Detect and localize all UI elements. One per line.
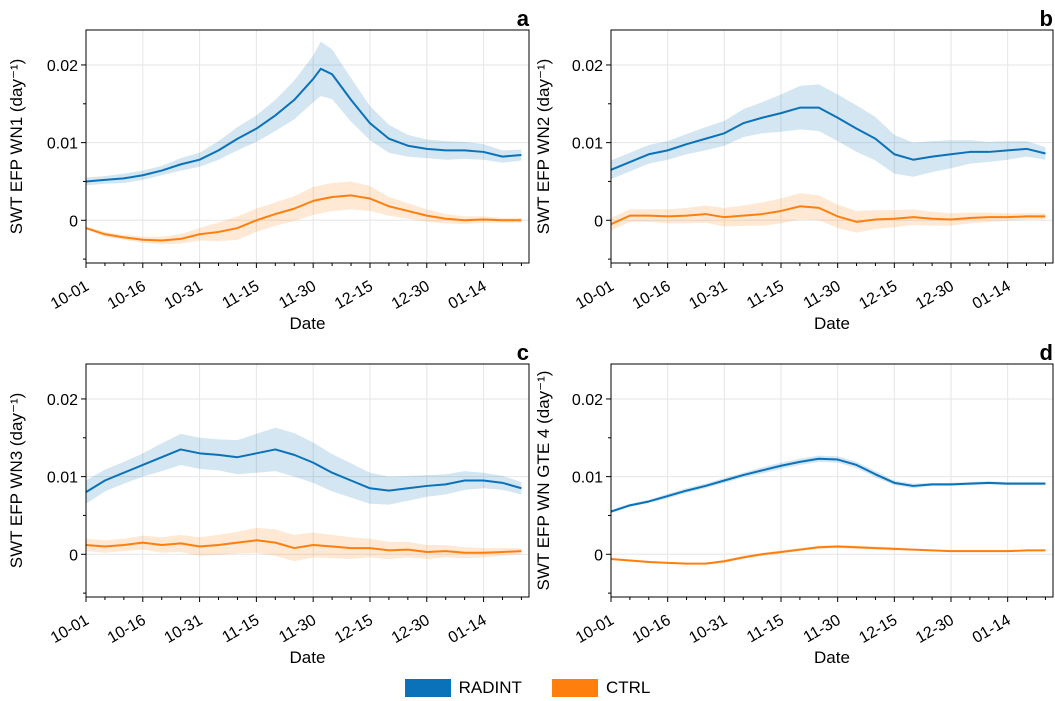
- x-tick-label: 01-14: [970, 612, 1014, 647]
- x-tick-label: 11-15: [219, 612, 262, 647]
- x-axis-label: Date: [290, 648, 326, 667]
- line-radint-b: [610, 106, 1046, 171]
- y-tick-label: 0.02: [572, 58, 603, 75]
- panel-c: 0 0.01 0.02 10-01 10-16 10-31 11-15 11-30 12-15 1…: [7, 340, 530, 667]
- y-tick-label: 0.02: [47, 58, 78, 75]
- panel-d: 0 0.01 0.02 10-01 10-16 10-31 11-15 11-30 12-15 1…: [534, 340, 1054, 667]
- panel-b: 0 0.01 0.02 10-01 10-16 10-31 11-15 11-30 12-15 1…: [534, 6, 1054, 333]
- x-tick-label: 11-30: [276, 278, 319, 313]
- x-tick-label: 11-15: [744, 278, 787, 313]
- legend-item-ctrl: CTRL: [551, 678, 651, 698]
- line-ctrl-c: [85, 539, 522, 554]
- x-tick-label: 10-16: [630, 612, 674, 647]
- legend-item-radint: RADINT: [404, 678, 522, 698]
- panel-letter-b: b: [1040, 6, 1053, 31]
- legend-swatch-ctrl: [551, 679, 598, 697]
- x-tick-label: 10-31: [162, 278, 206, 313]
- legend: RADINT CTRL: [0, 676, 1055, 700]
- x-tick-label: 10-01: [573, 278, 617, 313]
- x-tick-label: 10-31: [162, 612, 206, 647]
- x-tick-label: 10-31: [686, 612, 730, 647]
- y-tick-label: 0.01: [47, 470, 78, 487]
- band-radint-d: [611, 455, 1046, 514]
- band-radint-a: [86, 41, 522, 186]
- band-radint-c: [86, 427, 522, 505]
- figure: 0 0.01 0.02 10-01 10-16 10-31 11-15 11-30 12-15 1…: [7, 6, 1054, 667]
- x-tick-label: 12-30: [913, 612, 957, 647]
- line-radint-d: [610, 457, 1046, 513]
- band-ctrl-a: [86, 181, 522, 245]
- x-tick-label: 10-16: [105, 612, 149, 647]
- y-tick-label: 0: [69, 547, 78, 564]
- x-tick-label: 10-16: [105, 278, 149, 313]
- x-tick-label: 11-15: [219, 278, 262, 313]
- y-tick-label: 0: [594, 547, 603, 564]
- y-tick-label: 0: [69, 213, 78, 230]
- panel-letter-a: a: [517, 6, 530, 31]
- band-ctrl-c: [86, 527, 522, 562]
- x-tick-label: 11-30: [801, 278, 844, 313]
- y-tick-label: 0.02: [572, 392, 603, 409]
- x-tick-label: 01-14: [446, 278, 490, 313]
- x-tick-label: 01-14: [446, 612, 490, 647]
- x-tick-label: 10-16: [630, 278, 674, 313]
- y-tick-label: 0.01: [572, 136, 603, 153]
- line-radint-a: [85, 67, 522, 183]
- x-tick-label: 10-01: [573, 612, 617, 647]
- x-tick-label: 01-14: [970, 278, 1014, 313]
- axes-frame-d: [610, 363, 1054, 598]
- y-tick-label: 0.01: [47, 136, 78, 153]
- x-tick-label: 12-15: [856, 278, 900, 313]
- y-axis-label: SWT EFP WN2 (day⁻¹): [534, 59, 553, 235]
- x-tick-label: 12-30: [389, 278, 433, 313]
- panel-letter-d: d: [1040, 340, 1053, 365]
- axes-frame-c: [85, 363, 530, 598]
- band-radint-b: [611, 84, 1046, 180]
- line-radint-c: [85, 448, 522, 494]
- axes-frame-a: [85, 29, 530, 264]
- line-ctrl-b: [610, 205, 1046, 226]
- x-axis-label: Date: [290, 314, 326, 333]
- x-axis-label: Date: [814, 648, 850, 667]
- x-tick-label: 12-30: [389, 612, 433, 647]
- legend-label-ctrl: CTRL: [605, 678, 651, 697]
- line-ctrl-a: [85, 194, 522, 242]
- legend-label-radint: RADINT: [458, 678, 522, 697]
- x-tick-label: 11-30: [801, 612, 844, 647]
- y-tick-label: 0: [594, 213, 603, 230]
- y-tick-label: 0.01: [572, 470, 603, 487]
- axes-frame-b: [610, 29, 1054, 264]
- y-axis-label: SWT EFP WN GTE 4 (day⁻¹): [534, 371, 553, 591]
- panel-letter-c: c: [517, 340, 529, 365]
- panel-a: 0 0.01 0.02 10-01 10-16 10-31 11-15 11-30 12-15 1…: [7, 6, 530, 333]
- x-tick-label: 12-15: [332, 612, 376, 647]
- x-axis-label: Date: [814, 314, 850, 333]
- y-axis-label: SWT EFP WN1 (day⁻¹): [7, 59, 26, 235]
- x-tick-label: 11-15: [744, 612, 787, 647]
- x-tick-label: 11-30: [276, 612, 319, 647]
- x-tick-label: 10-01: [48, 612, 92, 647]
- x-tick-label: 12-15: [332, 278, 376, 313]
- x-tick-label: 10-31: [686, 278, 730, 313]
- x-tick-label: 10-01: [48, 278, 92, 313]
- legend-swatch-radint: [404, 679, 451, 697]
- y-tick-label: 0.02: [47, 392, 78, 409]
- x-tick-label: 12-15: [856, 612, 900, 647]
- y-axis-label: SWT EFP WN3 (day⁻¹): [7, 393, 26, 569]
- x-tick-label: 12-30: [913, 278, 957, 313]
- line-ctrl-d: [610, 545, 1046, 565]
